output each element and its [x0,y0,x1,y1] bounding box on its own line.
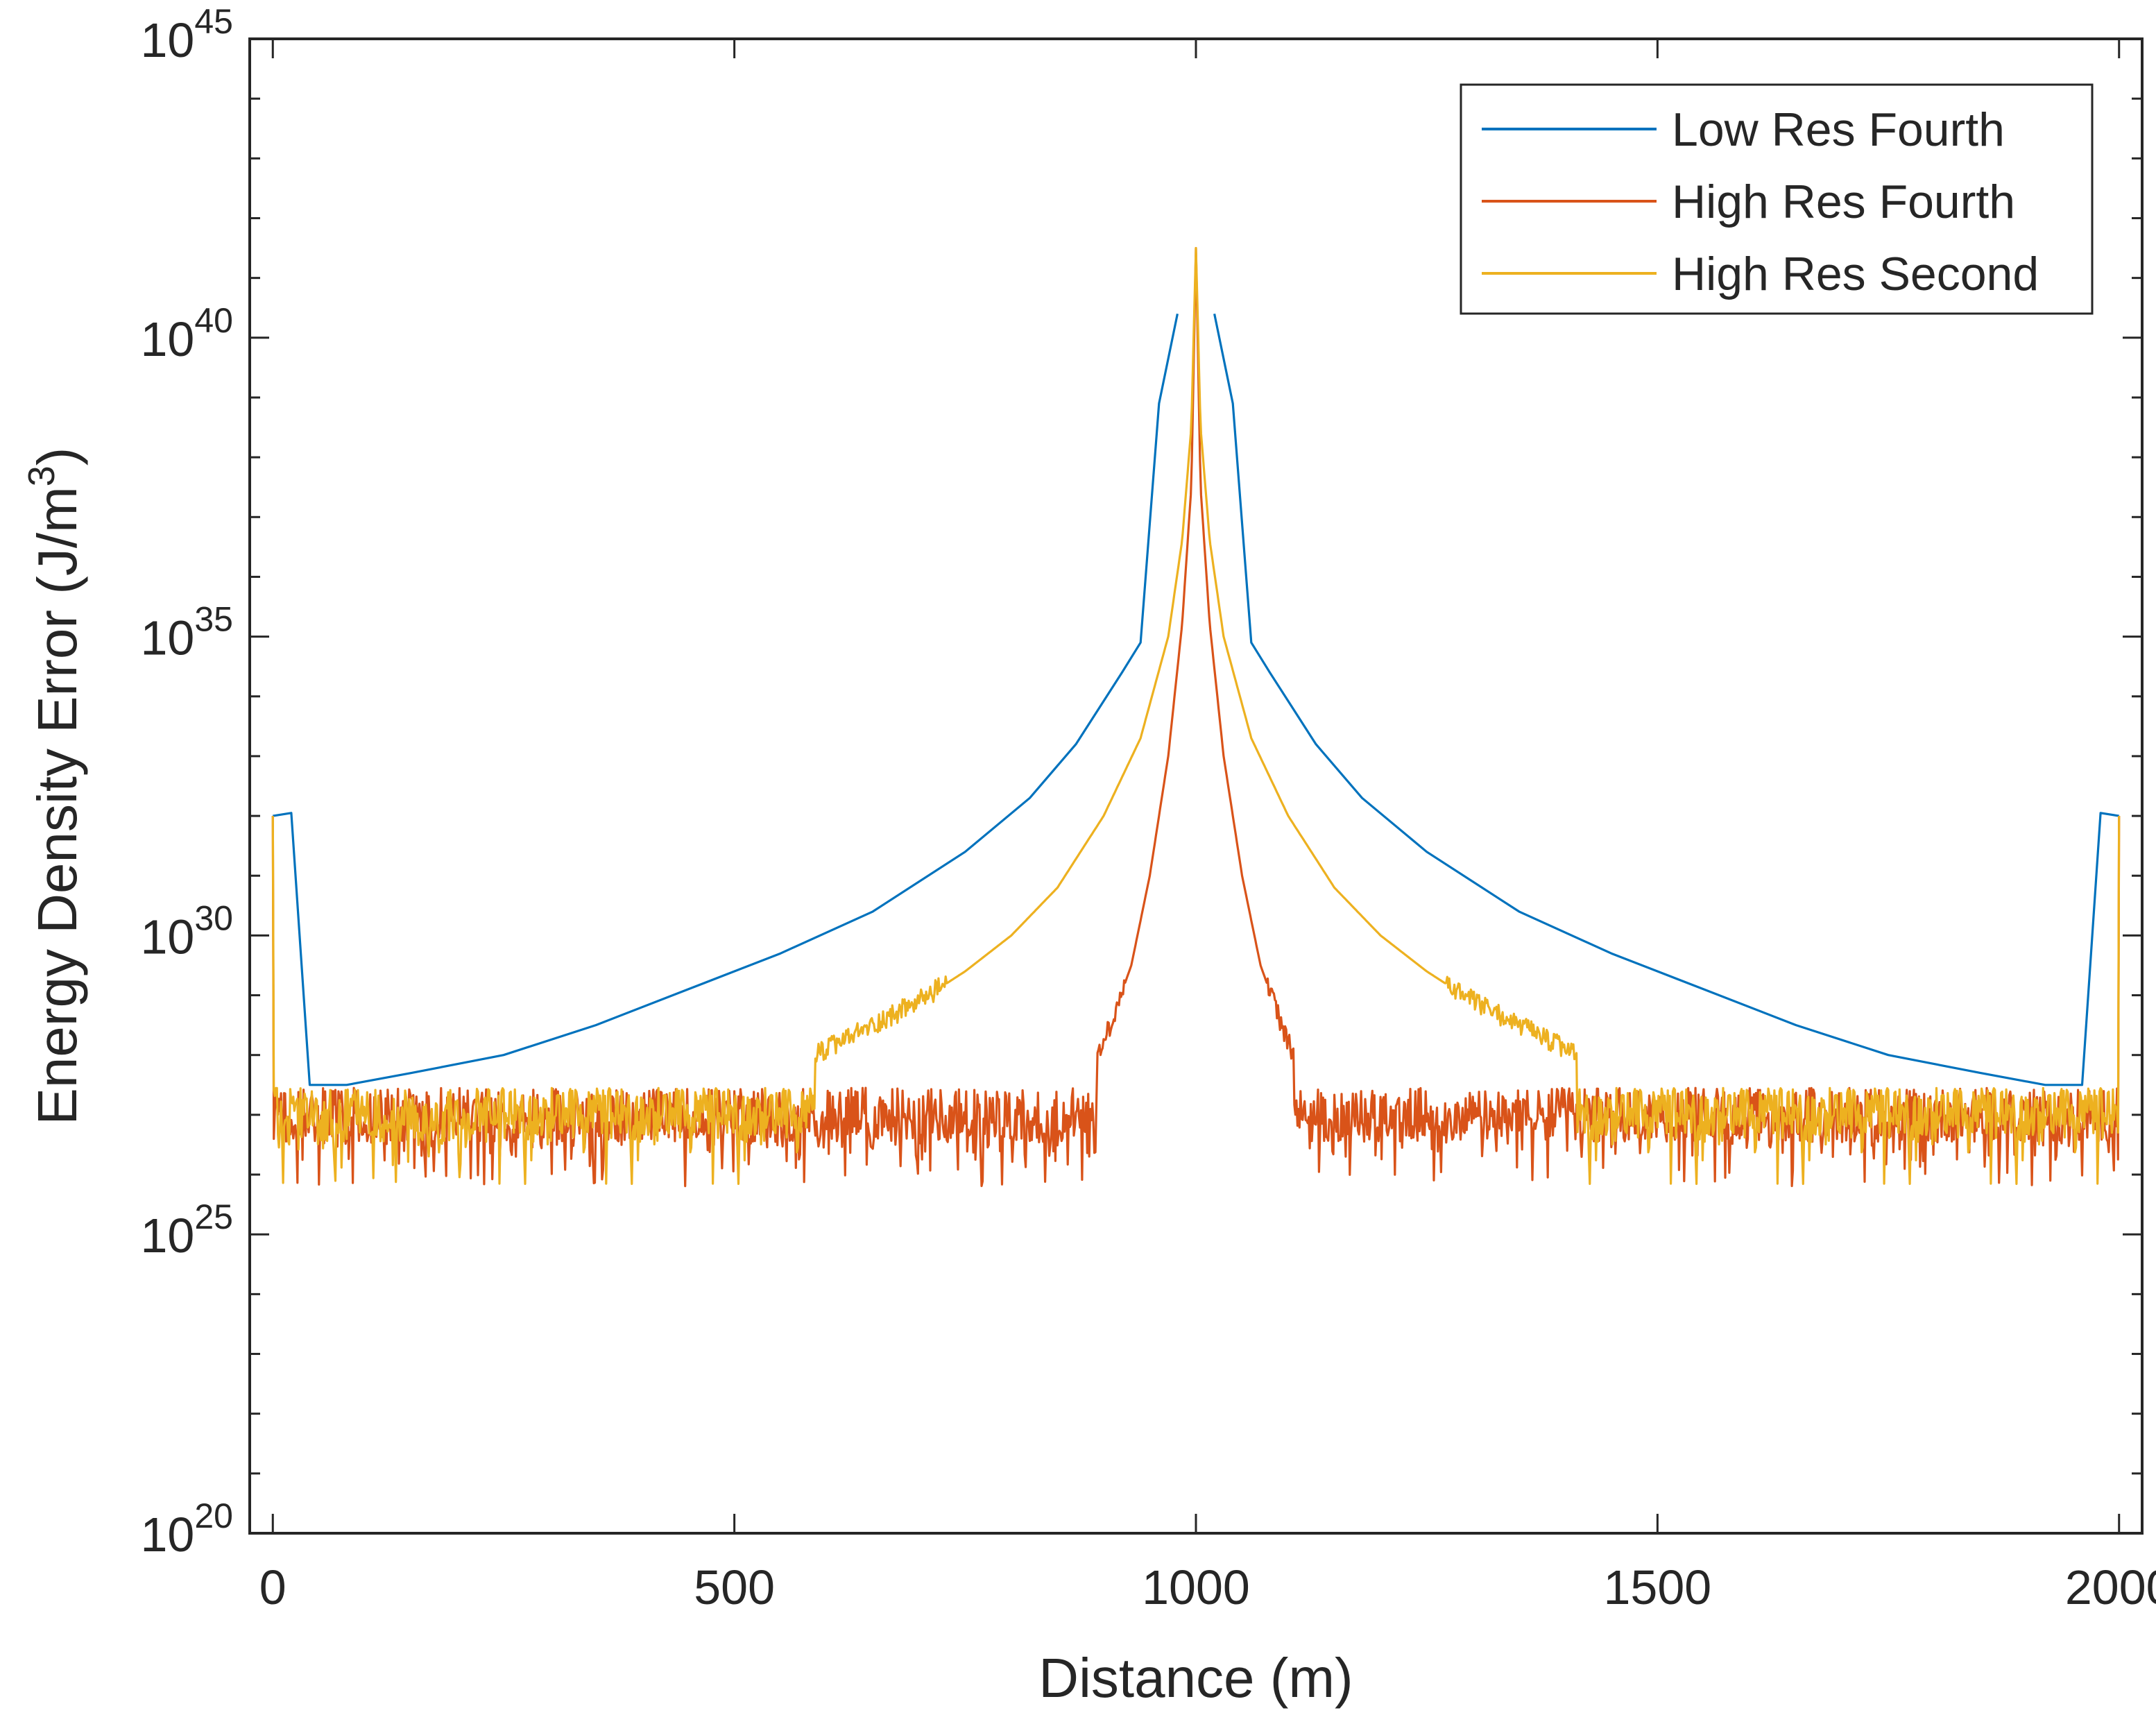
y-tick-label: 1025 [141,1197,234,1263]
legend-box [1460,83,2094,315]
x-axis-label: Distance (m) [1038,1647,1353,1709]
x-tick-label: 0 [259,1560,286,1614]
y-tick-label: 1035 [141,600,234,665]
x-tick-label: 2000 [2065,1560,2156,1614]
legend-label: High Res Second [1672,248,2039,300]
legend: Low Res Fourth High Res Fourth High Res Se… [1460,83,2094,315]
y-tick-label: 1045 [141,2,234,67]
x-tick-label: 1000 [1142,1560,1250,1614]
y-tick-label: 1020 [141,1496,234,1562]
series-line-low-res-fourth [273,313,2119,1086]
y-tick-label: 1030 [141,898,234,964]
series-layer [271,247,2121,1188]
y-axis-label: Energy Density Error (J/m3) [21,447,88,1125]
series-line-high-res-second [271,247,2121,1185]
x-tick-label: 1500 [1603,1560,1711,1614]
y-tick-label: 1040 [141,301,234,366]
axes-layer: 0 500 1000 1500 2000 1020 1025 1030 1035 1040 1045… [21,2,2156,1709]
legend-label: High Res Fourth [1672,176,2015,228]
legend-label: Low Res Fourth [1672,103,2005,156]
x-tick-label: 500 [694,1560,775,1614]
